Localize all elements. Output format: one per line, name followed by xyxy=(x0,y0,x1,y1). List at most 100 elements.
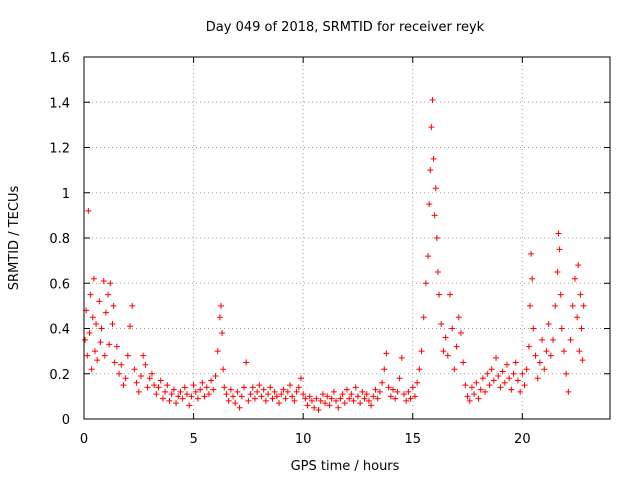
data-point xyxy=(269,395,276,402)
x-tick-label: 0 xyxy=(80,432,88,447)
data-point xyxy=(129,302,136,309)
data-point xyxy=(166,397,173,404)
data-point xyxy=(447,291,454,298)
data-point xyxy=(495,373,502,380)
data-point xyxy=(199,379,206,386)
data-point xyxy=(214,348,221,355)
y-axis-label: SRMTID / TECUs xyxy=(7,186,22,291)
data-point xyxy=(98,325,105,332)
data-point xyxy=(216,314,223,321)
data-point xyxy=(315,406,322,413)
data-points xyxy=(82,96,587,413)
data-point xyxy=(326,402,333,409)
data-point xyxy=(280,386,287,393)
data-point xyxy=(381,366,388,373)
data-point xyxy=(273,393,280,400)
data-point xyxy=(82,336,89,343)
data-point xyxy=(267,384,274,391)
y-tick-label: 1.2 xyxy=(49,142,70,157)
data-point xyxy=(188,393,195,400)
data-point xyxy=(539,336,546,343)
data-point xyxy=(396,375,403,382)
data-point xyxy=(521,382,528,389)
axis-ticks: 0 0.2 0.4 0.6 0.8 1 1.2 1.4 1.6 0 5 10 15 20 xyxy=(49,51,610,447)
x-tick-label: 10 xyxy=(295,432,312,447)
data-point xyxy=(157,377,164,384)
y-tick-label: 1 xyxy=(62,187,70,202)
data-point xyxy=(370,393,377,400)
data-point xyxy=(238,393,245,400)
data-point xyxy=(550,336,557,343)
data-point xyxy=(434,268,441,275)
data-point xyxy=(426,201,433,208)
data-point xyxy=(579,357,586,364)
data-point xyxy=(330,388,337,395)
data-point xyxy=(460,359,467,366)
data-point xyxy=(109,320,116,327)
data-point xyxy=(403,397,410,404)
data-point xyxy=(164,382,171,389)
data-point xyxy=(425,253,432,260)
x-tick-label: 5 xyxy=(189,432,197,447)
data-point xyxy=(341,400,348,407)
data-point xyxy=(335,404,342,411)
data-point xyxy=(536,359,543,366)
data-point xyxy=(529,275,536,282)
data-point xyxy=(146,375,153,382)
data-point xyxy=(194,395,201,402)
data-point xyxy=(431,212,438,219)
data-point xyxy=(398,354,405,361)
data-point xyxy=(405,388,412,395)
data-point xyxy=(575,262,582,269)
data-point xyxy=(436,291,443,298)
data-point xyxy=(102,309,109,316)
data-point xyxy=(97,339,104,346)
data-point xyxy=(376,388,383,395)
data-point xyxy=(392,395,399,402)
data-point xyxy=(300,391,307,398)
data-point xyxy=(455,314,462,321)
data-point xyxy=(287,382,294,389)
data-point xyxy=(414,379,421,386)
data-point xyxy=(179,395,186,402)
data-point xyxy=(86,330,93,337)
y-tick-label: 0.4 xyxy=(49,323,70,338)
data-point xyxy=(532,352,539,359)
data-point xyxy=(217,302,224,309)
data-point xyxy=(372,386,379,393)
data-point xyxy=(203,384,210,391)
data-point xyxy=(383,350,390,357)
data-point xyxy=(352,384,359,391)
data-point xyxy=(374,395,381,402)
data-point xyxy=(427,167,434,174)
data-point xyxy=(265,391,272,398)
data-point xyxy=(144,384,151,391)
data-point xyxy=(173,400,180,407)
data-point xyxy=(578,325,585,332)
data-point xyxy=(243,359,250,366)
y-tick-label: 1.6 xyxy=(49,51,70,66)
data-point xyxy=(574,314,581,321)
data-point xyxy=(131,366,138,373)
data-point xyxy=(234,388,241,395)
data-point xyxy=(552,302,559,309)
x-axis-label: GPS time / hours xyxy=(291,459,400,474)
data-point xyxy=(322,400,329,407)
data-point xyxy=(506,375,513,382)
data-point xyxy=(339,391,346,398)
data-point xyxy=(304,402,311,409)
data-point xyxy=(192,388,199,395)
data-point xyxy=(430,155,437,162)
data-point xyxy=(100,277,107,284)
data-point xyxy=(276,400,283,407)
data-point xyxy=(297,375,304,382)
data-point xyxy=(85,207,92,214)
data-point xyxy=(271,388,278,395)
data-point xyxy=(497,384,504,391)
data-point xyxy=(105,291,112,298)
data-point xyxy=(319,391,326,398)
data-point xyxy=(438,320,445,327)
data-point xyxy=(503,361,510,368)
data-point xyxy=(249,384,256,391)
grid-lines xyxy=(84,57,610,419)
